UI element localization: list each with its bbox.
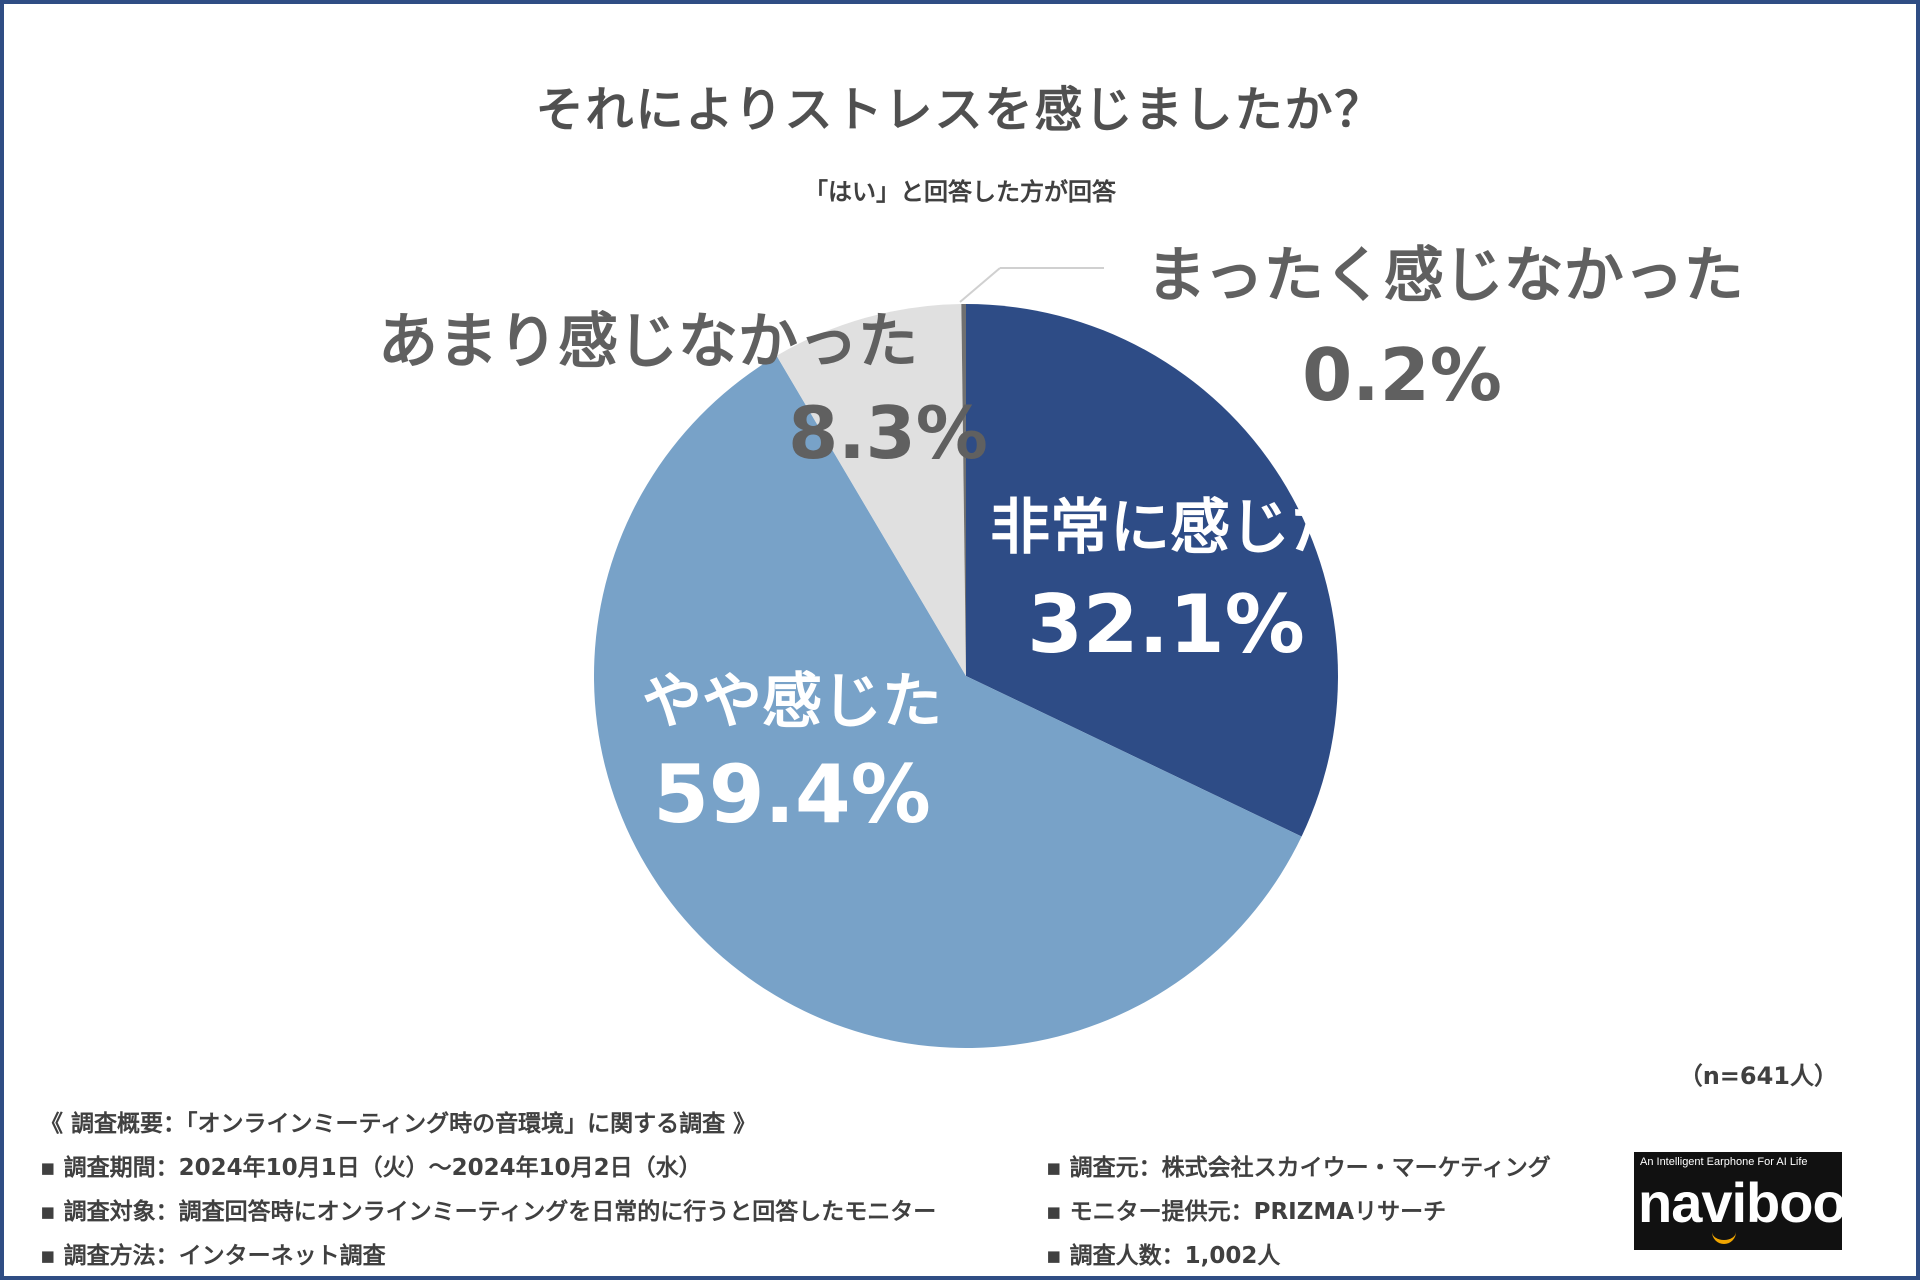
slice-value-somewhat: 59.4% <box>653 748 931 841</box>
slice-value-notmuch: 8.3% <box>788 391 988 475</box>
summary-provider: ▪ モニター提供元：PRIZMAリサーチ <box>1046 1199 1447 1225</box>
survey-summary: 《 調査概要：「オンラインミーティング時の音環境」に関する調査 》 ▪ 調査期間… <box>40 1102 936 1278</box>
pie-slice-notmuch <box>776 304 966 676</box>
slice-label-notmuch: あまり感じなかった <box>378 307 918 377</box>
summary-method: ▪ 調査方法：インターネット調査 <box>40 1243 386 1269</box>
slice-value-notatall: 0.2% <box>1302 333 1502 417</box>
summary-count: ▪ 調査人数：1,002人 <box>1046 1243 1281 1269</box>
logo-smile-icon <box>1712 1232 1736 1244</box>
pie-slice-very <box>966 304 1338 837</box>
chart-subtitle: 「はい」と回答した方が回答 <box>804 178 1116 206</box>
pie-slice-notatall <box>961 304 966 676</box>
logo-tagline: An Intelligent Earphone For AI Life <box>1640 1156 1808 1168</box>
leader-line-notatall <box>959 267 1001 303</box>
summary-target: ▪ 調査対象：調査回答時にオンラインミーティングを日常的に行うと回答したモニター <box>40 1199 937 1225</box>
summary-heading: 《 調査概要：「オンラインミーティング時の音環境」に関する調査 》 <box>40 1111 757 1137</box>
pie-slice-somewhat <box>593 355 1302 1049</box>
navibook-logo: An Intelligent Earphone For AI Life navi… <box>1634 1152 1842 1250</box>
summary-source: ▪ 調査元：株式会社スカイウー・マーケティング <box>1046 1155 1551 1181</box>
slice-label-very: 非常に感じた <box>990 493 1350 563</box>
slice-label-somewhat: やや感じた <box>642 667 942 737</box>
logo-name: navibook <box>1638 1171 1842 1234</box>
slice-value-very: 32.1% <box>1027 578 1305 671</box>
chart-title: それによりストレスを感じましたか？ <box>535 82 1385 138</box>
summary-period: ▪ 調査期間：2024年10月1日（火）～2024年10月2日（水） <box>40 1155 702 1181</box>
sample-size-label: （n=641人） <box>1678 1062 1838 1090</box>
slice-label-notatall: まったく感じなかった <box>1146 241 1744 311</box>
survey-summary-right: ▪ 調査元：株式会社スカイウー・マーケティング ▪ モニター提供元：PRIZMA… <box>1046 1146 1551 1278</box>
